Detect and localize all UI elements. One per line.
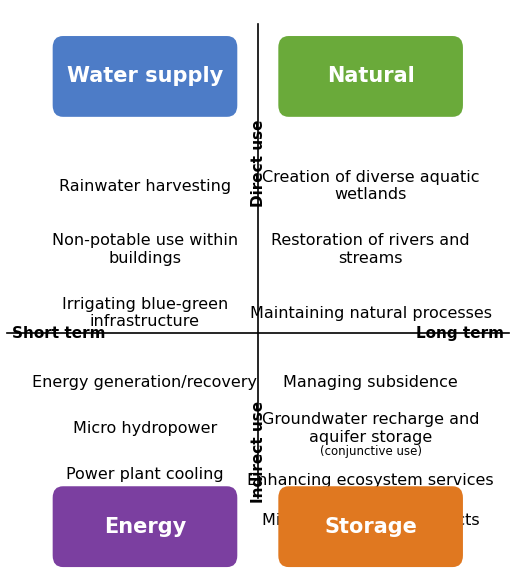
- Text: Rainwater harvesting: Rainwater harvesting: [59, 179, 231, 194]
- Text: Mitigating drought impacts: Mitigating drought impacts: [262, 513, 479, 528]
- Text: Managing subsidence: Managing subsidence: [284, 375, 458, 390]
- FancyBboxPatch shape: [278, 486, 463, 567]
- Text: Power plant cooling: Power plant cooling: [66, 467, 224, 482]
- Text: Groundwater recharge and
aquifer storage: Groundwater recharge and aquifer storage: [262, 412, 479, 445]
- Text: Storage: Storage: [324, 517, 417, 536]
- Text: Energy generation/recovery: Energy generation/recovery: [33, 375, 257, 390]
- Text: Water supply: Water supply: [67, 67, 223, 86]
- FancyBboxPatch shape: [52, 486, 237, 567]
- Text: Enhancing ecosystem services: Enhancing ecosystem services: [247, 473, 494, 488]
- Text: Natural: Natural: [327, 67, 415, 86]
- Text: Short term: Short term: [12, 326, 105, 341]
- Text: Direct use: Direct use: [251, 119, 266, 206]
- Text: Micro hydropower: Micro hydropower: [73, 421, 217, 436]
- Text: Maintaining natural processes: Maintaining natural processes: [249, 306, 491, 321]
- FancyBboxPatch shape: [278, 36, 463, 117]
- Text: Restoration of rivers and
streams: Restoration of rivers and streams: [271, 233, 470, 266]
- Text: (conjunctive use): (conjunctive use): [320, 445, 422, 458]
- Text: Irrigating blue-green
infrastructure: Irrigating blue-green infrastructure: [62, 297, 228, 329]
- FancyBboxPatch shape: [52, 36, 237, 117]
- Text: Non-potable use within
buildings: Non-potable use within buildings: [52, 233, 238, 266]
- Text: Long term: Long term: [416, 326, 504, 341]
- Text: Creation of diverse aquatic
wetlands: Creation of diverse aquatic wetlands: [262, 170, 479, 202]
- Text: Indirect use: Indirect use: [251, 401, 266, 503]
- Text: Energy: Energy: [104, 517, 186, 536]
